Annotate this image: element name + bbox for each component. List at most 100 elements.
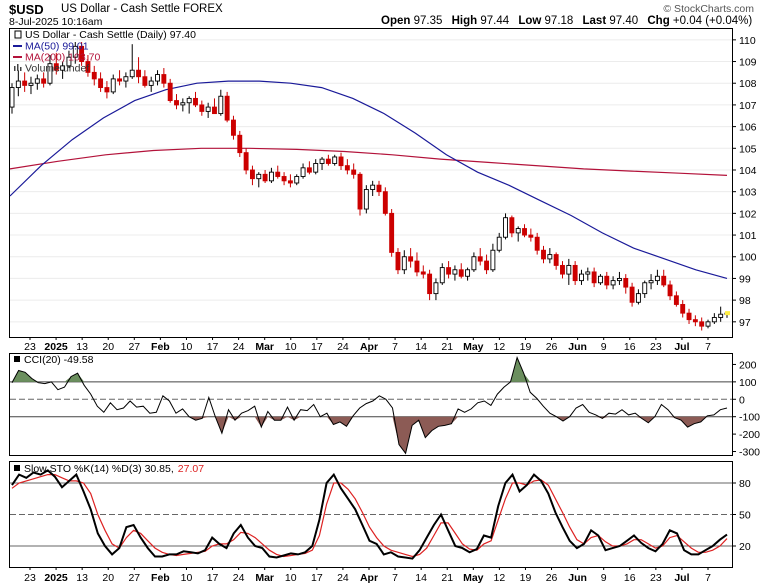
candle-body — [320, 159, 324, 163]
x-upper-tick-label: Jun — [568, 341, 587, 353]
candle-body — [149, 81, 153, 85]
candle-body — [478, 257, 482, 261]
price-y-tick-label: 104 — [739, 165, 757, 177]
x-upper-tick-label: 13 — [76, 341, 88, 353]
candle-body — [605, 276, 609, 285]
candle-body — [10, 88, 14, 108]
price-legend: US Dollar - Cash Settle (Daily) 97.40 MA… — [13, 29, 196, 75]
candle-body — [674, 296, 678, 305]
x-upper-tick-label: 24 — [233, 341, 245, 353]
sto-y-tick-label: 50 — [739, 510, 751, 522]
x-upper-tick-label: 14 — [415, 341, 427, 353]
candle-body — [371, 185, 375, 189]
candle-body — [624, 278, 628, 287]
cci-y-tick-label: -200 — [739, 429, 760, 441]
cci-y-tick-label: 100 — [739, 377, 757, 389]
candle-body — [295, 176, 299, 183]
candle-body — [586, 272, 590, 274]
volume-legend-icon — [14, 64, 22, 71]
candle-body — [269, 172, 273, 181]
candle-body — [655, 276, 659, 280]
x-lower-tick-label: May — [463, 572, 484, 584]
candle-body — [16, 81, 20, 88]
candle-body — [206, 107, 210, 111]
candle-body — [225, 96, 229, 120]
candle-body — [712, 317, 716, 321]
candle-body — [472, 257, 476, 270]
candles-layer — [10, 42, 730, 330]
candle-body — [314, 163, 318, 172]
candle-body — [339, 157, 343, 166]
cci-legend: CCI(20) -49.58 — [14, 354, 94, 366]
candle-body — [630, 287, 634, 302]
candle-body — [137, 70, 141, 77]
cci-y-tick-label: 200 — [739, 359, 757, 371]
candle-body — [636, 294, 640, 303]
x-upper-tick-label: 2025 — [44, 341, 68, 353]
candle-body — [288, 181, 292, 183]
price-y-tick-label: 107 — [739, 100, 757, 112]
candle-body — [187, 98, 191, 102]
cci-y-tick-label: 0 — [739, 394, 745, 406]
candle-body — [231, 120, 235, 135]
candle-body — [548, 255, 552, 259]
price-y-tick-label: 108 — [739, 78, 757, 90]
candle-body — [301, 168, 305, 177]
x-lower-tick-label: 24 — [337, 572, 349, 584]
cci-legend-icon — [14, 356, 20, 362]
candle-body — [390, 213, 394, 252]
candle-body — [662, 276, 666, 285]
candle-body — [383, 192, 387, 214]
x-lower-tick-label: Jun — [568, 572, 587, 584]
candle-body — [485, 261, 489, 270]
candle-body — [168, 83, 172, 100]
candle-body — [573, 265, 577, 280]
candle-body — [175, 101, 179, 105]
x-upper-tick-label: 7 — [392, 341, 398, 353]
candle-body — [29, 83, 33, 85]
price-y-tick-label: 110 — [739, 35, 756, 47]
candle-body — [326, 159, 330, 163]
x-lower-tick-label: 7 — [392, 572, 398, 584]
price-y-tick-label: 105 — [739, 143, 757, 155]
x-lower-tick-label: 20 — [102, 572, 114, 584]
candle-body — [92, 72, 96, 79]
x-upper-tick-label: 27 — [128, 341, 140, 353]
x-lower-tick-label: Mar — [255, 572, 274, 584]
sto-y-tick-label: 80 — [739, 478, 751, 490]
candle-body — [516, 229, 520, 233]
candle-body — [193, 98, 197, 105]
x-lower-tick-label: 24 — [233, 572, 245, 584]
candle-body — [510, 218, 514, 233]
cci-y-tick-label: -300 — [739, 447, 760, 459]
x-upper-tick-label: 23 — [24, 341, 36, 353]
cci-panel-frame — [10, 354, 733, 456]
candle-body — [257, 174, 261, 178]
price-y-ticks: 979899100101102103104105106107108109110 — [732, 35, 757, 329]
candle-body — [523, 229, 527, 236]
x-lower-tick-label: 2025 — [44, 572, 68, 584]
sto-label-main: Slow STO %K(14) %D(3) 30.85, — [24, 463, 174, 475]
candle-body — [497, 237, 501, 250]
candle-body — [459, 270, 463, 277]
candle-body — [447, 268, 451, 275]
candle-body — [402, 257, 406, 270]
ma50-line — [10, 81, 727, 278]
candle-body — [611, 281, 615, 285]
sto-y-tick-label: 20 — [739, 541, 751, 553]
candle-body — [200, 105, 204, 112]
candle-body — [124, 77, 128, 81]
candle-body — [105, 88, 109, 92]
candle-body — [358, 174, 362, 209]
candle-body — [377, 185, 381, 192]
x-upper-tick-label: Feb — [151, 341, 170, 353]
candle-body — [143, 77, 147, 86]
price-y-tick-label: 101 — [739, 230, 757, 242]
candle-body — [111, 79, 115, 92]
sto-d-line — [12, 475, 727, 557]
candle-body — [244, 153, 248, 170]
x-lower-tick-label: 21 — [441, 572, 453, 584]
candle-body — [282, 176, 286, 180]
candle-body — [529, 235, 533, 237]
